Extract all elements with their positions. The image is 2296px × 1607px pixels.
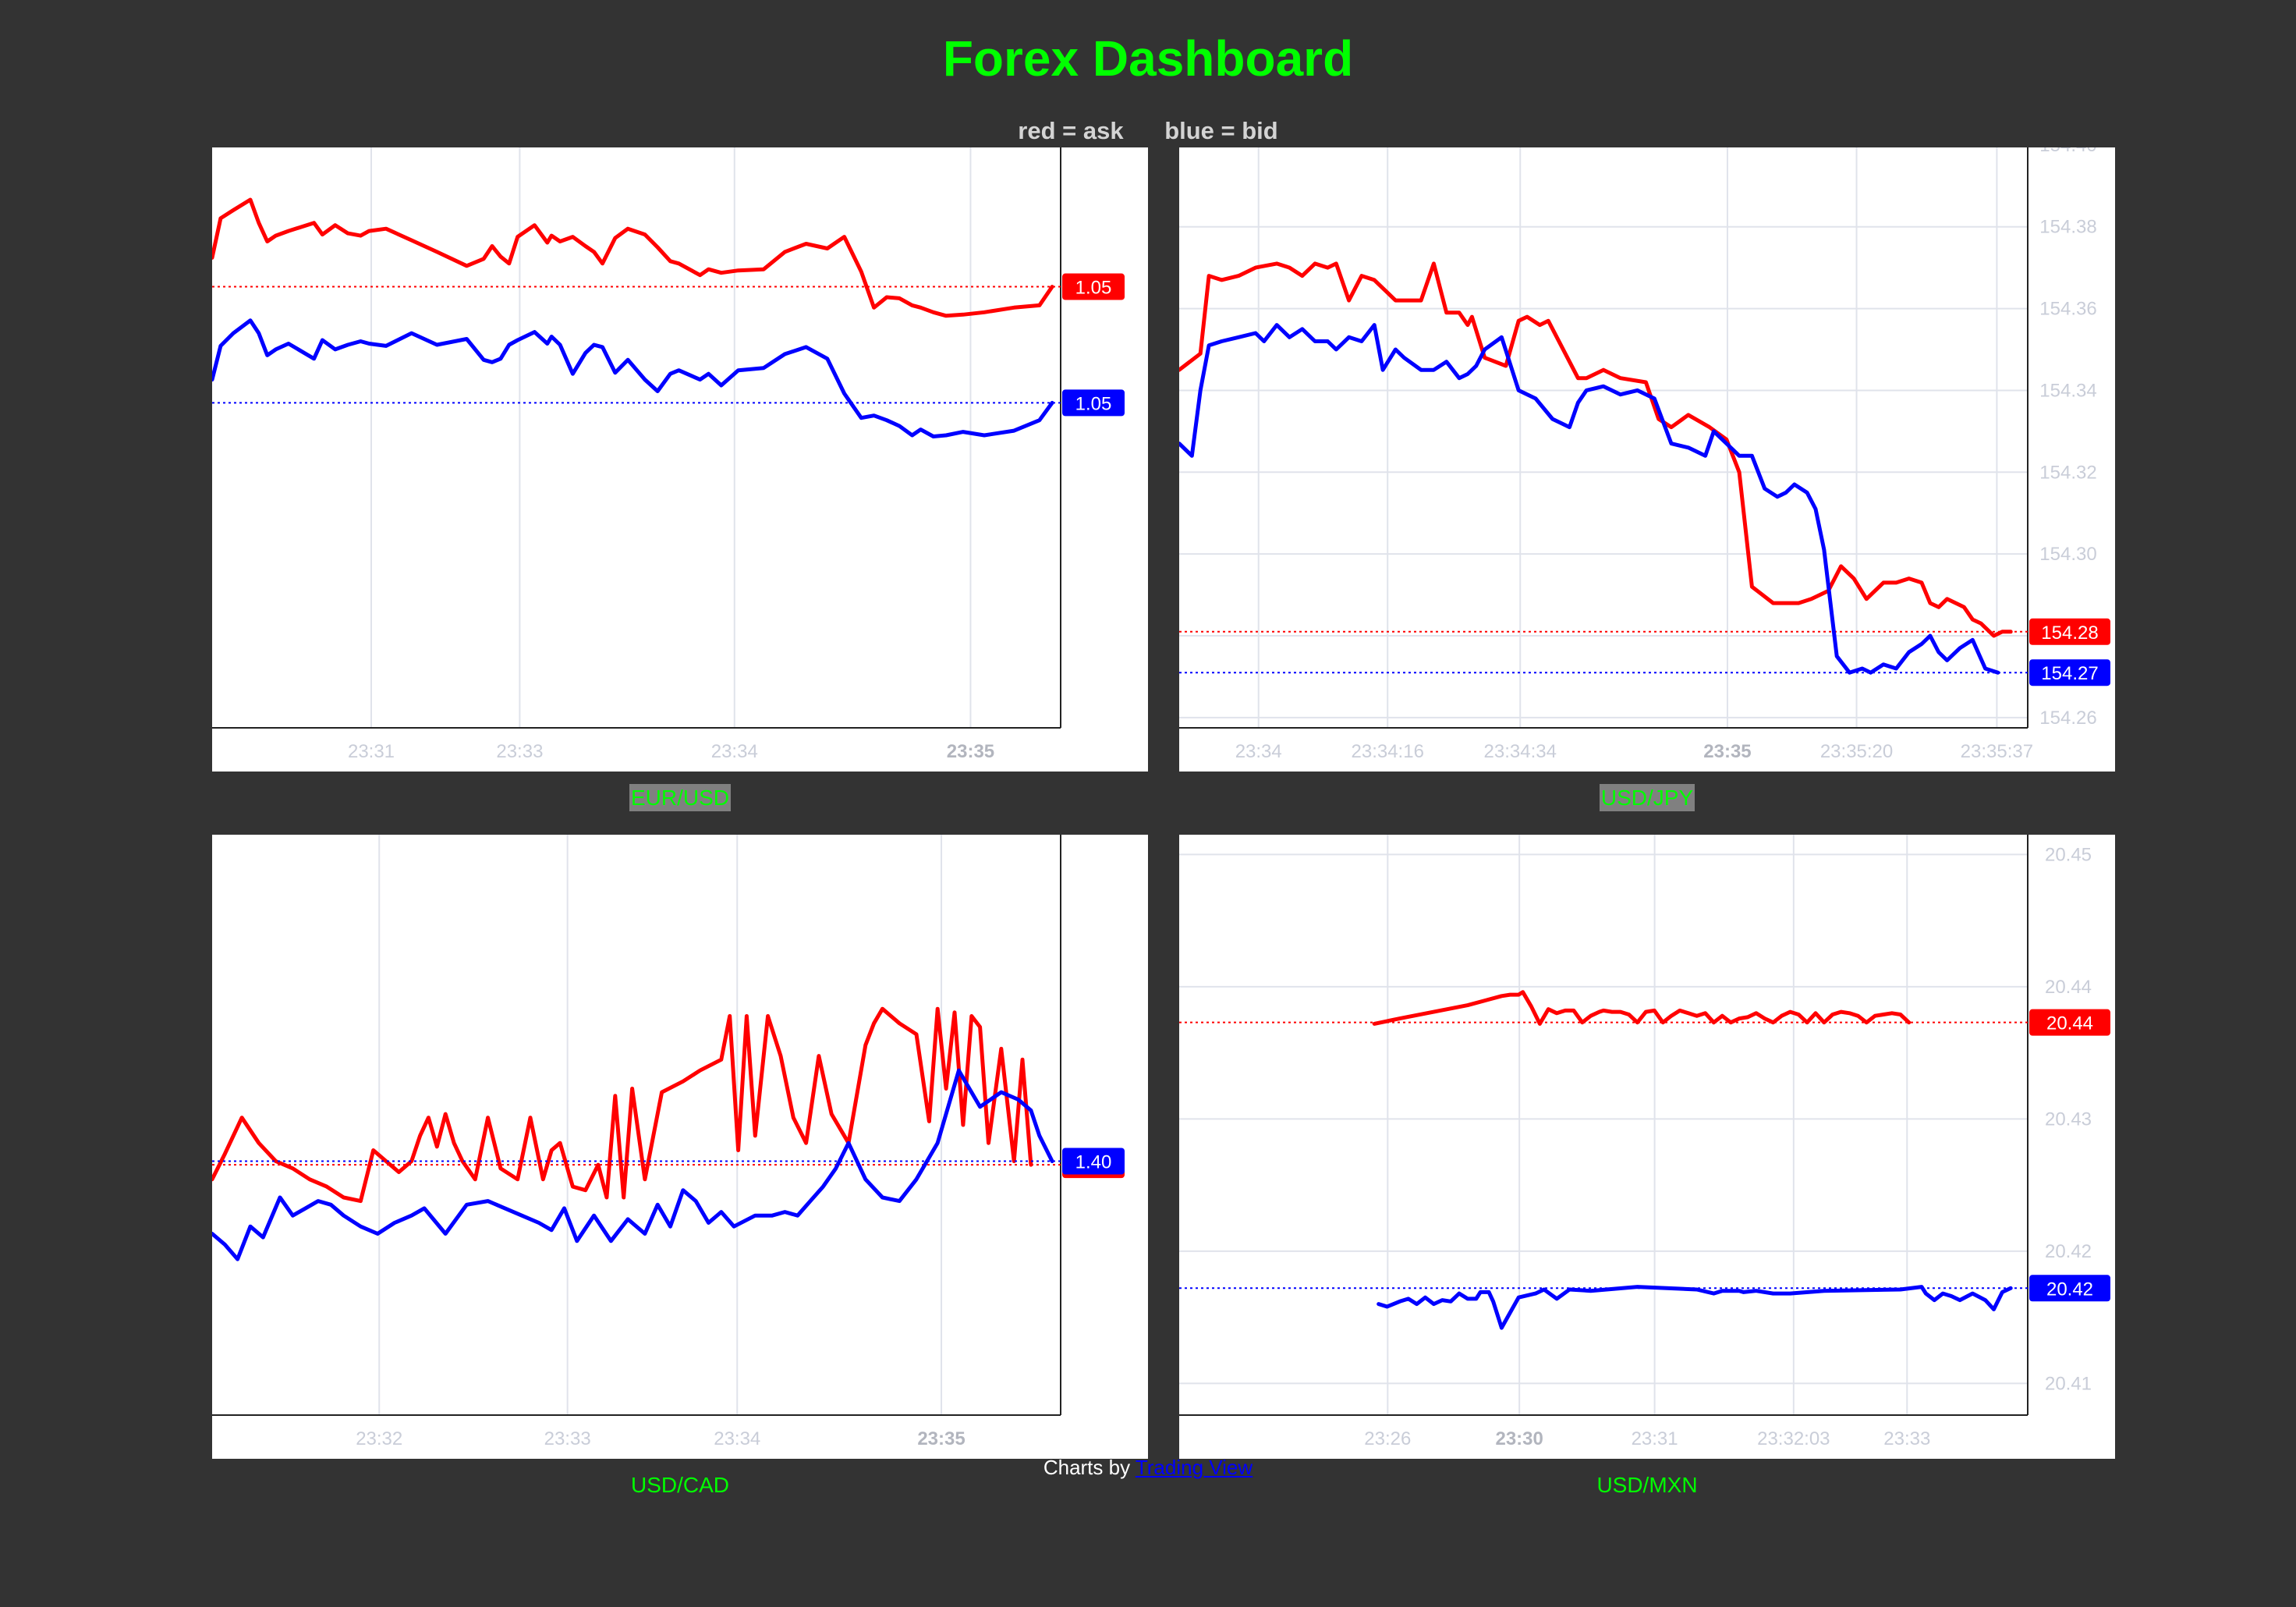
y-tick-label: 154.32 (2039, 462, 2096, 483)
ask-series-line (1372, 990, 1912, 1026)
x-tick-label: 23:35 (1703, 741, 1751, 762)
pair-label-usd-jpy: USD/JPY (1179, 784, 2115, 811)
chart-svg[interactable]: 23:31 23:33 23:34 23:35 1.05 1.05 (212, 147, 1148, 772)
x-tick-label: 23:26 (1364, 1428, 1411, 1449)
bid-series-line (212, 318, 1054, 438)
x-tick-label: 23:35:20 (1820, 741, 1893, 762)
chart-usd-mxn[interactable]: 23:26 23:30 23:31 23:32:03 23:33 20.45 20.44 20… (1179, 835, 2115, 1459)
chart-eur-usd[interactable]: 23:31 23:33 23:34 23:35 1.05 1.05 (212, 147, 1148, 772)
ask-price-badge (2029, 1009, 2110, 1036)
x-tick-label: 23:31 (1632, 1428, 1678, 1449)
grid (1179, 835, 2028, 1415)
bid-price-badge (1062, 389, 1125, 417)
ask-series-line (212, 197, 1054, 318)
y-tick-label: 20.41 (2045, 1373, 2092, 1394)
bid-series-line (1179, 323, 2000, 675)
x-tick-label: 23:34:16 (1352, 741, 1424, 762)
ask-series-line (1179, 261, 2013, 638)
legend-ask-text: red = ask (1018, 117, 1124, 144)
bid-price-badge-text: 154.27 (2041, 663, 2098, 684)
chart-svg[interactable]: 23:26 23:30 23:31 23:32:03 23:33 20.45 20.44 20… (1179, 835, 2115, 1459)
pair-label-eur-usd: EUR/USD (212, 784, 1148, 811)
x-tick-label: 23:33 (1883, 1428, 1930, 1449)
y-tick-label: 154.34 (2039, 380, 2096, 401)
bid-series-line (1377, 1285, 2013, 1330)
pair-label-usd-cad: USD/CAD (212, 1473, 1148, 1498)
bid-price-badge (2029, 659, 2110, 686)
x-tick-label: 23:33 (544, 1428, 591, 1449)
ask-price-badge-text: 1.05 (1075, 278, 1112, 299)
pair-label-text: EUR/USD (629, 784, 731, 811)
x-tick-label: 23:35:37 (1961, 741, 2033, 762)
ask-price-badge (2029, 618, 2110, 645)
chart-usd-jpy[interactable]: 23:34 23:34:16 23:34:34 23:35 23:35:20 23:35:… (1179, 147, 2115, 772)
ask-price-badge-text: 154.28 (2041, 623, 2098, 644)
ask-series-line (212, 1006, 1033, 1204)
y-tick-label: 154.38 (2039, 217, 2096, 238)
grid (1179, 147, 2028, 728)
y-tick-label: 20.42 (2045, 1241, 2092, 1262)
bid-price-badge (2029, 1275, 2110, 1302)
page-title: Forex Dashboard (942, 30, 1354, 87)
footer: Charts by Trading View (0, 1456, 2296, 1480)
x-tick-label: 23:34 (1235, 741, 1282, 762)
y-tick-label: 20.43 (2045, 1109, 2092, 1130)
trading-view-link[interactable]: Trading View (1135, 1456, 1253, 1479)
x-tick-label: 23:34:34 (1484, 741, 1557, 762)
x-tick-label: 23:32:03 (1757, 1428, 1830, 1449)
y-tick-label: 20.44 (2045, 977, 2092, 998)
x-tick-label: 23:31 (348, 741, 395, 762)
x-tick-label: 23:30 (1495, 1428, 1543, 1449)
y-tick-label: 154.30 (2039, 544, 2096, 565)
bid-price-badge (1062, 1148, 1125, 1175)
footer-text: Charts by (1043, 1456, 1131, 1479)
y-tick-label: 20.45 (2045, 844, 2092, 865)
grid (378, 835, 943, 1415)
y-tick-label: 154.40 (2039, 147, 2096, 156)
y-tick-label: 154.36 (2039, 299, 2096, 320)
x-tick-label: 23:35 (917, 1428, 965, 1449)
grid (370, 147, 972, 728)
ask-price-badge (1062, 273, 1125, 300)
x-tick-label: 23:32 (356, 1428, 402, 1449)
bid-price-badge-text: 1.05 (1075, 393, 1112, 414)
legend-bid-text: blue = bid (1164, 117, 1278, 144)
y-tick-label: 154.26 (2039, 708, 2096, 729)
bid-series-line (212, 1068, 1054, 1261)
x-tick-label: 23:34 (711, 741, 758, 762)
pair-label-text: USD/JPY (1599, 784, 1695, 811)
chart-svg[interactable]: 23:34 23:34:16 23:34:34 23:35 23:35:20 23:35:… (1179, 147, 2115, 772)
x-tick-label: 23:33 (496, 741, 543, 762)
bid-price-badge-text: 20.42 (2046, 1279, 2093, 1300)
pair-label-usd-mxn: USD/MXN (1179, 1473, 2115, 1498)
bid-price-badge-text: 1.40 (1075, 1152, 1112, 1173)
pair-label-text: USD/CAD (630, 1473, 729, 1497)
x-tick-label: 23:34 (714, 1428, 760, 1449)
ask-price-badge-text: 20.44 (2046, 1013, 2093, 1034)
x-tick-label: 23:35 (947, 741, 994, 762)
legend-note: red = ask blue = bid (0, 117, 2296, 145)
pair-label-text: USD/MXN (1596, 1473, 1698, 1497)
